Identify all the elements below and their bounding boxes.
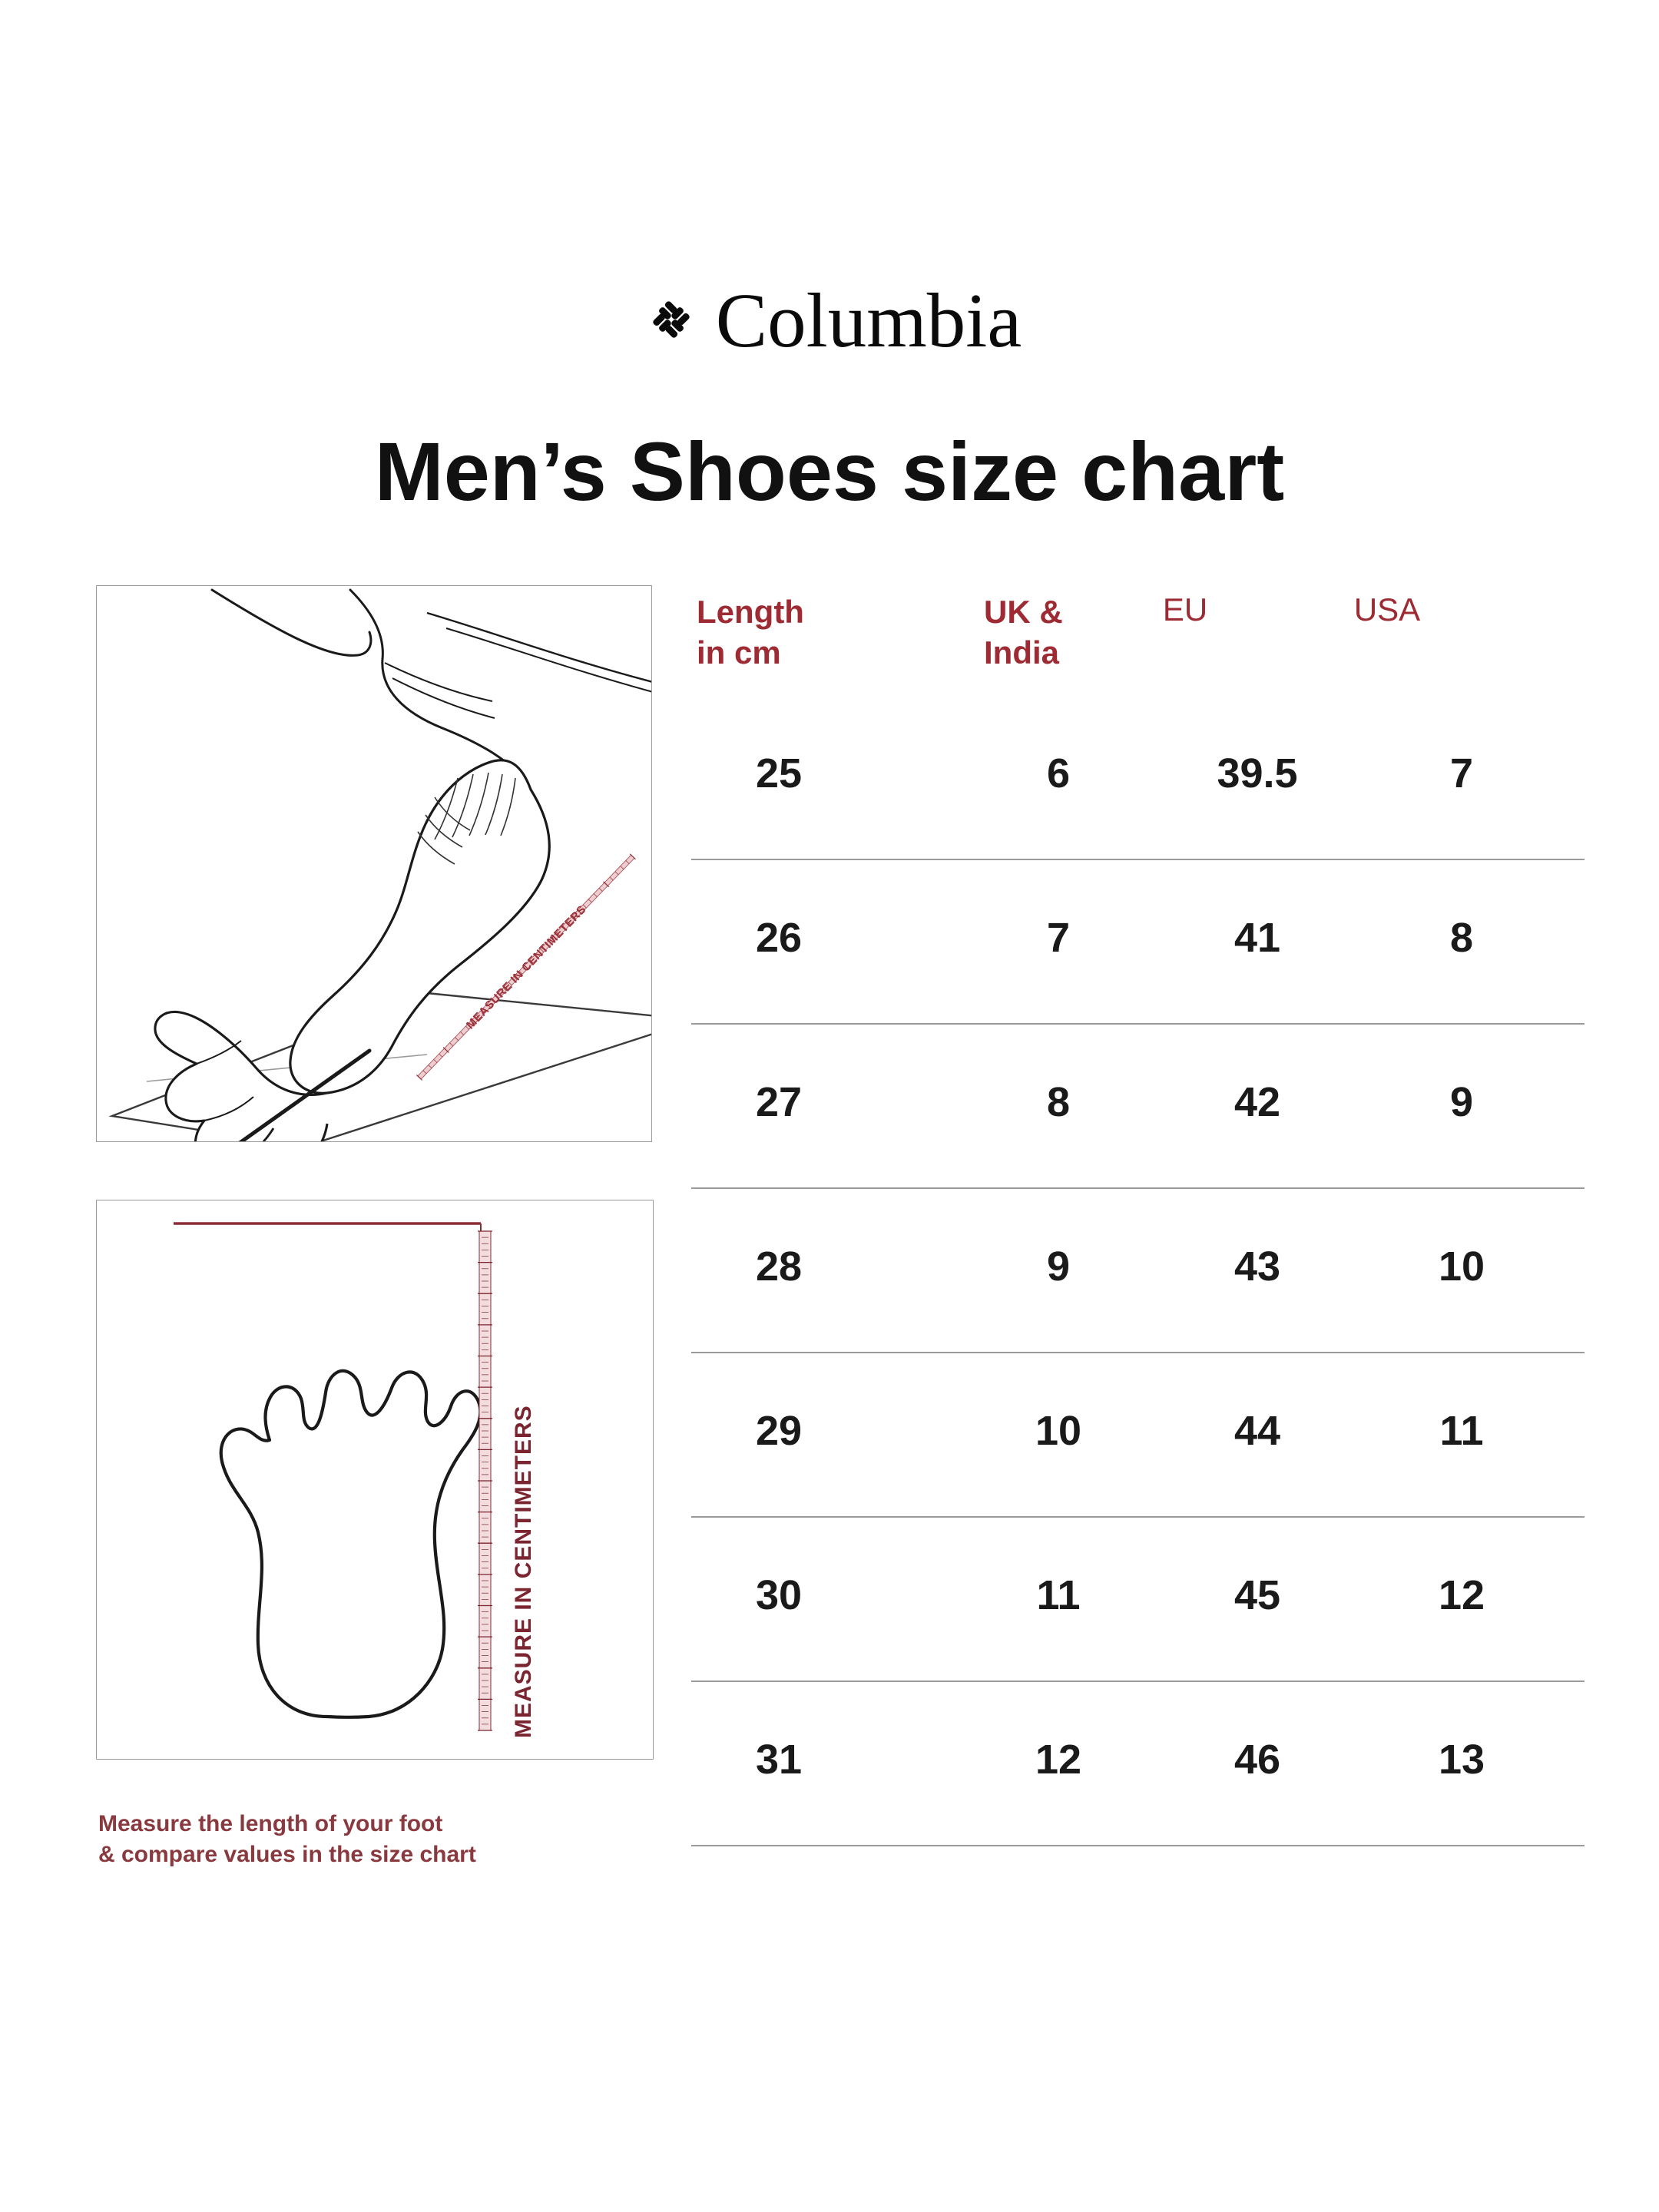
svg-text:MEASURE IN CENTIMETERS: MEASURE IN CENTIMETERS: [511, 1405, 536, 1738]
